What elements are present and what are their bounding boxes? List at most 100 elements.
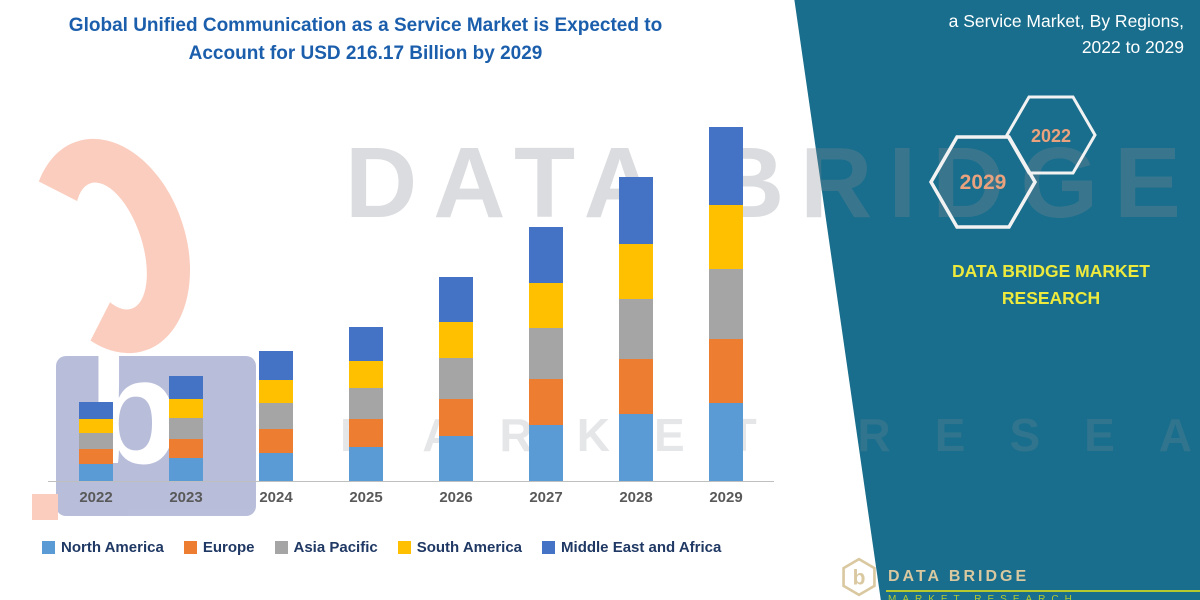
legend-swatch-middle-east-and-africa	[542, 541, 556, 554]
bar-stack-2024	[259, 351, 293, 481]
bar-segment-middle-east-and-africa	[619, 177, 653, 245]
axis-label-2022: 2022	[79, 489, 113, 506]
panel-heading-line1: a Service Market, By Regions,	[948, 11, 1184, 31]
bar-group-2026	[420, 276, 492, 481]
legend-swatch-asia-pacific	[274, 541, 288, 554]
bar-segment-middle-east-and-africa	[439, 276, 473, 322]
bar-segment-south-america	[439, 321, 473, 359]
bar-segment-north-america	[349, 447, 383, 481]
brand-text: DATA BRIDGE MARKET RESEARCH	[905, 258, 1197, 312]
bar-group-2022	[60, 401, 132, 481]
axis-label-2028: 2028	[619, 489, 653, 506]
bar-segment-middle-east-and-africa	[169, 376, 203, 400]
panel-heading-line2: 2022 to 2029	[1081, 37, 1184, 58]
footer-sub-text: MARKET RESEARCH	[888, 594, 1078, 600]
bar-segment-asia-pacific	[79, 433, 113, 450]
bar-group-2029	[690, 126, 762, 481]
bar-segment-north-america	[529, 425, 563, 481]
legend-swatch-europe	[183, 541, 197, 554]
bar-area	[48, 120, 774, 482]
bar-segment-europe	[619, 359, 653, 415]
page-title: Global Unified Communication as a Servic…	[28, 12, 703, 67]
bar-segment-south-america	[169, 399, 203, 419]
axis-label-2024: 2024	[259, 489, 293, 506]
stacked-bar-chart: 2022 2023 2024 2025 2026 2027 2028 2029	[48, 120, 774, 506]
bar-segment-south-america	[259, 379, 293, 404]
footer-brand-text: DATA BRIDGE	[888, 568, 1030, 585]
axis-label-2027: 2027	[529, 489, 563, 506]
bar-group-2024	[240, 351, 312, 481]
bar-segment-europe	[259, 429, 293, 453]
bar-segment-south-america	[619, 244, 653, 299]
legend-swatch-north-america	[42, 541, 55, 554]
panel-heading: a Service Market, By Regions, 2022 to 20…	[949, 8, 1184, 61]
footer-accent-rule	[886, 590, 1200, 592]
legend-item-asia-pacific: Asia Pacific	[274, 539, 378, 556]
watermark-logo: b	[5, 118, 268, 538]
bar-segment-europe	[349, 419, 383, 447]
bar-segment-south-america	[709, 205, 743, 269]
legend-item-south-america: South America	[397, 539, 523, 556]
bar-segment-middle-east-and-africa	[259, 351, 293, 380]
hexagon-year-2029: 2029	[960, 171, 1007, 194]
legend-item-europe: Europe	[183, 539, 255, 556]
legend-label-europe: Europe	[202, 539, 255, 556]
bar-segment-south-america	[79, 419, 113, 434]
watermark-text-spaced: MARKET RESEARCH	[340, 409, 1200, 461]
bar-segment-europe	[439, 399, 473, 436]
legend-label-south-america: South America	[416, 539, 523, 556]
bar-stack-2026	[439, 276, 473, 481]
bar-stack-2028	[619, 177, 653, 481]
page-title-line1: Global Unified Communication as a Servic…	[68, 15, 663, 36]
bar-segment-north-america	[619, 414, 653, 481]
bar-segment-asia-pacific	[259, 403, 293, 430]
bar-segment-asia-pacific	[169, 418, 203, 440]
axis-labels: 2022 2023 2024 2025 2026 2027 2028 2029	[48, 489, 774, 506]
legend-item-north-america: North America	[42, 539, 164, 556]
bar-group-2023	[150, 376, 222, 481]
bar-stack-2029	[709, 126, 743, 481]
bar-segment-asia-pacific	[349, 388, 383, 420]
bar-segment-north-america	[169, 457, 203, 481]
bar-segment-middle-east-and-africa	[709, 126, 743, 206]
bar-segment-south-america	[529, 282, 563, 329]
svg-text:b: b	[853, 566, 866, 589]
legend: North America Europe Asia Pacific South Ame…	[42, 539, 721, 556]
bar-group-2027	[510, 226, 582, 481]
legend-label-north-america: North America	[61, 539, 164, 556]
bar-segment-asia-pacific	[439, 358, 473, 400]
bar-segment-south-america	[349, 360, 383, 389]
footer-logo: b DATA BRIDGE	[840, 556, 1029, 598]
bar-segment-asia-pacific	[529, 328, 563, 380]
brand-text-line2: RESEARCH	[1001, 288, 1101, 309]
bar-group-2028	[600, 177, 672, 481]
legend-label-asia-pacific: Asia Pacific	[293, 539, 378, 556]
bar-segment-north-america	[709, 403, 743, 481]
bar-segment-north-america	[79, 463, 113, 481]
bar-stack-2027	[529, 226, 563, 481]
bar-segment-middle-east-and-africa	[529, 226, 563, 283]
bar-segment-asia-pacific	[709, 268, 743, 340]
bar-segment-north-america	[439, 436, 473, 481]
axis-label-2023: 2023	[169, 489, 203, 506]
bar-segment-europe	[169, 439, 203, 458]
bar-segment-middle-east-and-africa	[349, 326, 383, 361]
watermark-logo-square	[32, 494, 58, 520]
bar-stack-2025	[349, 326, 383, 481]
axis-label-2026: 2026	[439, 489, 473, 506]
bar-segment-north-america	[259, 452, 293, 481]
axis-label-2025: 2025	[349, 489, 383, 506]
watermark-text-large: DATA BRIDGE	[345, 127, 1197, 239]
bar-segment-europe	[529, 379, 563, 425]
bar-group-2025	[330, 326, 402, 481]
axis-label-2029: 2029	[709, 489, 743, 506]
hexagon-2022-outline	[1005, 95, 1097, 175]
footer-logo-hexagon-icon: b	[842, 557, 876, 597]
bar-segment-europe	[79, 449, 113, 464]
legend-label-middle-east-and-africa: Middle East and Africa	[561, 539, 722, 556]
hexagon-badges: 2029 2022	[928, 95, 1097, 229]
bar-segment-europe	[709, 339, 743, 404]
hexagon-year-2022: 2022	[1031, 126, 1071, 146]
bar-segment-middle-east-and-africa	[79, 401, 113, 420]
